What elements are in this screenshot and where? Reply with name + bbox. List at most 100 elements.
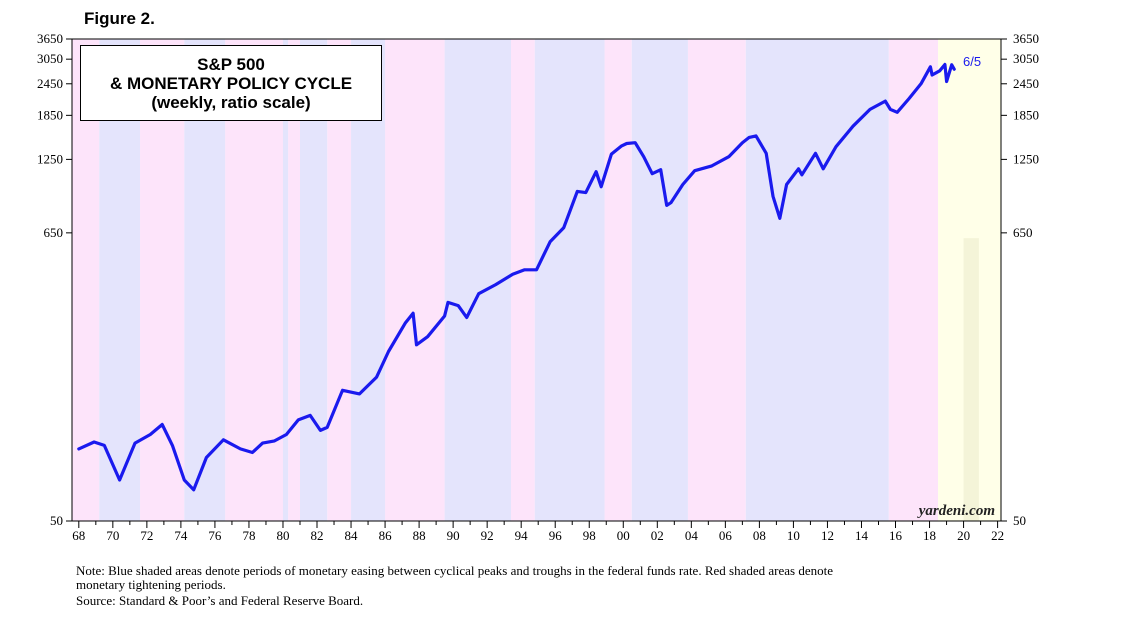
- y-tick-label-left: 2450: [37, 76, 63, 91]
- sp500-data-point: [884, 100, 886, 102]
- sp500-data-point: [358, 393, 361, 395]
- tightening-band: [327, 39, 352, 521]
- easing-band: [745, 39, 889, 521]
- sp500-data-point: [535, 269, 538, 271]
- sp500-data-point: [205, 456, 208, 459]
- sp500-data-point: [779, 217, 781, 219]
- sp500-data-point: [835, 146, 837, 148]
- x-tick-label: 76: [208, 528, 222, 543]
- x-tick-label: 98: [583, 528, 596, 543]
- sp500-data-point: [920, 83, 922, 85]
- x-tick-label: 84: [345, 528, 359, 543]
- sp500-data-point: [149, 433, 151, 436]
- tightening-band: [687, 39, 746, 521]
- sp500-data-point: [427, 336, 429, 338]
- sp500-data-point: [309, 414, 311, 416]
- sp500-data-point: [620, 145, 623, 147]
- sp500-data-point: [466, 316, 468, 319]
- x-tick-label: 82: [311, 528, 324, 543]
- sp500-data-point: [297, 419, 299, 421]
- sp500-data-point: [326, 426, 328, 429]
- x-tick-label: 70: [106, 528, 119, 543]
- easing-band: [444, 39, 511, 521]
- yardeni-watermark: yardeni.com: [917, 503, 995, 519]
- chart-title-line-1: S&P 500: [197, 55, 265, 74]
- sp500-data-point: [444, 315, 446, 317]
- sp500-data-point: [576, 190, 578, 193]
- y-tick-label-left: 1250: [37, 151, 63, 166]
- note-line-2: monetary tightening periods.: [76, 577, 226, 592]
- sp500-data-point: [523, 269, 526, 271]
- sp500-data-point: [239, 448, 242, 450]
- sp500-data-point: [670, 202, 672, 204]
- sp500-data-point: [193, 489, 195, 491]
- y-tick-label-left: 3050: [37, 51, 63, 66]
- sp500-data-point: [600, 186, 602, 188]
- sp500-data-point: [183, 479, 185, 481]
- sp500-data-point: [412, 312, 414, 314]
- chart-title-box: S&P 500 & MONETARY POLICY CYCLE (weekly,…: [80, 45, 382, 121]
- sp500-data-point: [171, 444, 173, 446]
- sp500-data-point: [711, 165, 713, 167]
- sp500-data-point: [319, 429, 322, 431]
- y-tick-label-right: 1850: [1013, 107, 1039, 122]
- sp500-data-point: [666, 204, 668, 206]
- sp500-data-point: [765, 152, 767, 154]
- y-tick-label-right: 1250: [1013, 151, 1039, 166]
- figure-label: Figure 2.: [84, 9, 155, 28]
- easing-band: [631, 39, 688, 521]
- projection-inner-band: [963, 238, 979, 521]
- sp500-data-point: [741, 142, 743, 144]
- sp500-data-point: [931, 74, 933, 76]
- sp500-data-point: [415, 344, 418, 346]
- sp500-data-point: [929, 66, 931, 68]
- sp500-data-point: [103, 444, 105, 446]
- sp500-data-point: [626, 142, 628, 145]
- sp500-data-point: [78, 448, 80, 450]
- sp500-data-point: [93, 441, 95, 443]
- x-tick-label: 08: [753, 528, 766, 543]
- x-tick-label: 78: [242, 528, 255, 543]
- x-tick-label: 10: [787, 528, 800, 543]
- y-tick-label-right: 2450: [1013, 76, 1039, 91]
- x-tick-label: 22: [991, 528, 1004, 543]
- x-tick-label: 80: [276, 528, 289, 543]
- easing-band: [282, 39, 289, 521]
- x-tick-label: 16: [889, 528, 903, 543]
- sp500-data-point: [797, 168, 800, 170]
- x-tick-label: 06: [719, 528, 733, 543]
- plot-frame: [71, 38, 1002, 522]
- sp500-data-point: [134, 442, 136, 444]
- x-tick-label: 20: [957, 528, 970, 543]
- x-tick-label: 74: [174, 528, 188, 543]
- x-tick-label: 00: [617, 528, 630, 543]
- sp500-data-point: [801, 174, 803, 176]
- x-tick-label: 12: [821, 528, 834, 543]
- sp500-data-point: [161, 423, 163, 426]
- note-line-1: Note: Blue shaded areas denote periods o…: [76, 563, 833, 578]
- sp500-data-point: [682, 183, 684, 186]
- x-tick-label: 68: [72, 528, 85, 543]
- sp500-data-point: [404, 322, 407, 324]
- y-tick-label-left: 1850: [37, 107, 63, 122]
- x-tick-label: 02: [651, 528, 664, 543]
- sp500-data-point: [549, 241, 551, 243]
- tightening-band: [288, 39, 300, 521]
- sp500-data-point: [944, 63, 946, 66]
- sp500-data-point: [285, 433, 287, 436]
- sp500-data-point: [447, 301, 449, 303]
- sp500-data-point: [852, 125, 854, 127]
- sp500-data-point: [273, 440, 276, 442]
- sp500-data-point: [261, 442, 264, 444]
- tightening-band: [385, 39, 445, 521]
- sp500-data-point: [610, 153, 612, 155]
- sp500-data-point: [694, 170, 696, 172]
- chart-title-line-2: & MONETARY POLICY CYCLE: [109, 74, 353, 93]
- chart-title-line-3: (weekly, ratio scale): [151, 93, 311, 112]
- x-tick-label: 18: [923, 528, 936, 543]
- sp500-data-point: [478, 293, 480, 295]
- sp500-data-point: [495, 284, 497, 286]
- sp500-data-point: [651, 173, 653, 175]
- sp500-data-point: [634, 142, 636, 144]
- x-tick-label: 92: [481, 528, 494, 543]
